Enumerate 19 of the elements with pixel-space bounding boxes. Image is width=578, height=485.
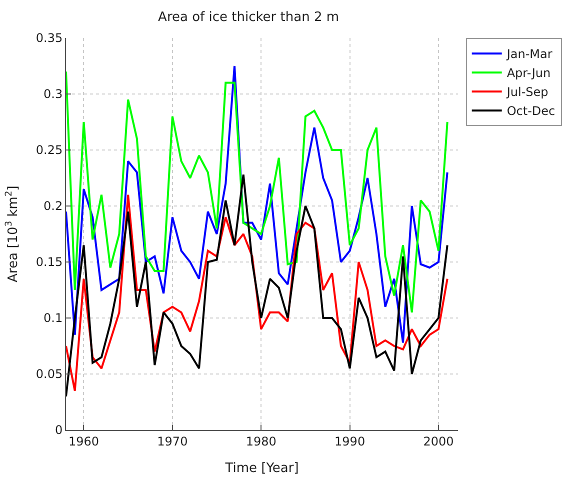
y-tick-label: 0.1 bbox=[44, 311, 63, 326]
legend-label: Oct-Dec bbox=[506, 104, 556, 118]
y-tick-label: 0.25 bbox=[36, 143, 63, 158]
y-tick-label: 0.15 bbox=[36, 255, 63, 270]
legend-label: Jan-Mar bbox=[506, 47, 552, 62]
x-tick-label: 1980 bbox=[246, 434, 276, 448]
y-tick-label: 0 bbox=[54, 423, 63, 438]
legend-label: Jul-Sep bbox=[506, 85, 548, 100]
x-tick-label: 2000 bbox=[423, 434, 454, 448]
y-tick-label: 0.35 bbox=[36, 31, 63, 46]
x-tick-label: 1970 bbox=[157, 434, 188, 448]
y-tick-label: 0.05 bbox=[36, 367, 63, 382]
x-axis-title: Time [Year] bbox=[224, 461, 299, 476]
y-tick-label: 0.3 bbox=[44, 87, 63, 102]
x-tick-label: 1960 bbox=[68, 434, 100, 448]
x-tick-label: 1990 bbox=[334, 434, 366, 448]
y-tick-label: 0.2 bbox=[44, 199, 63, 214]
chart-title: Area of ice thicker than 2 m bbox=[158, 10, 340, 26]
legend-label: Apr-Jun bbox=[506, 66, 551, 80]
